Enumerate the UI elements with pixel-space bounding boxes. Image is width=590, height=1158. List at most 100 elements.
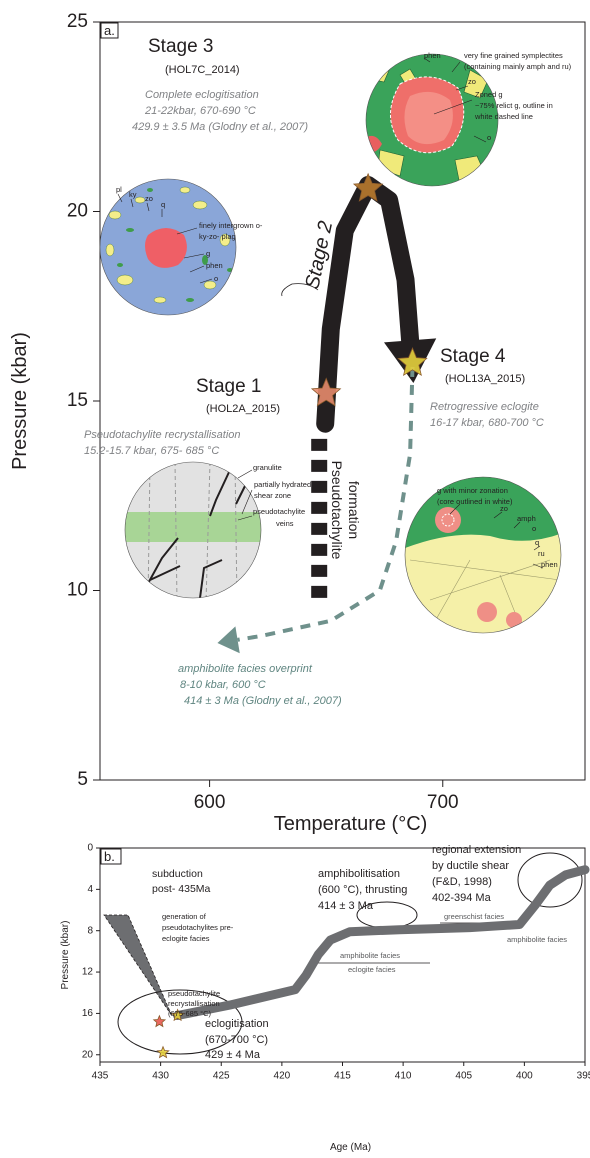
y-tick-label: 12 [82, 967, 94, 978]
x-tick-label: 600 [194, 792, 226, 813]
y-tick-label: 15 [67, 390, 88, 411]
annotation: pseudotachylites pre- [162, 923, 234, 932]
arrowhead [217, 626, 239, 653]
thin-section-stage3-matrix [95, 175, 245, 320]
annotation: (HOL7C_2014) [165, 64, 240, 76]
annotation: o [214, 274, 218, 283]
figure: a. b. 510152025600700Pressure (kbar)Temp… [0, 0, 590, 1158]
x-tick-label: 410 [395, 1071, 412, 1082]
annotation: Complete eclogitisation [145, 89, 259, 101]
annotation: recrystallisation [168, 999, 220, 1008]
annotation: finely intergrown o- [199, 221, 263, 230]
annotation: q [535, 538, 539, 547]
annotation: (HOL13A_2015) [445, 373, 525, 385]
x-tick-label: 435 [92, 1071, 109, 1082]
annotation: (HOL2A_2015) [206, 403, 280, 415]
annotation: o [487, 133, 491, 142]
annotation: zo [145, 194, 153, 203]
annotation: phen [424, 51, 441, 60]
annotation: zo [468, 77, 476, 86]
annotation: 15.2-15.7 kbar, 675- 685 °C [84, 445, 219, 457]
x-axis-label: Age (Ma) [330, 1142, 371, 1153]
annotation: 414 ± 3 Ma [318, 900, 374, 912]
annotation: ~75% relict g, outline in [475, 101, 553, 110]
x-tick-label: 395 [577, 1071, 590, 1082]
annotation: very fine grained symplectites [464, 51, 563, 60]
y-tick-label: 20 [67, 201, 88, 222]
annotation: 21-22kbar, 670-690 °C [144, 105, 256, 117]
y-tick-label: 16 [82, 1008, 94, 1019]
annotation: white dashed line [474, 112, 533, 121]
panel-label: a. [104, 23, 115, 38]
annotation: 414 ± 3 Ma (Glodny et al., 2007) [184, 695, 342, 707]
y-tick-label: 25 [67, 11, 88, 32]
annotation: phen [541, 560, 558, 569]
x-tick-label: 425 [213, 1071, 230, 1082]
y-tick-label: 10 [67, 580, 88, 601]
star-marker [157, 1047, 169, 1058]
annotation: g [206, 249, 210, 258]
star-marker [154, 1016, 165, 1027]
x-tick-label: 420 [274, 1071, 291, 1082]
x-tick-label: 700 [427, 792, 459, 813]
annotation: 429 ± 4 Ma [205, 1049, 261, 1061]
annotation: g with minor zonation [437, 486, 508, 495]
x-tick-label: 405 [455, 1071, 472, 1082]
annotation: Retrogressive eclogite [430, 401, 539, 413]
annotation: shear zone [254, 491, 291, 500]
annotation: ky [129, 190, 137, 199]
annotation: greenschist facies [444, 912, 504, 921]
annotation: formation [346, 481, 362, 539]
panel-label: b. [104, 849, 115, 864]
annotation: Zoned g [475, 90, 503, 99]
annotation: ky-zo- plag [199, 232, 236, 241]
annotation: pseudotachylite [253, 507, 305, 516]
annotation: zo [500, 504, 508, 513]
annotation: (675-685 °C) [168, 1009, 212, 1018]
annotation: Pseudotachylite recrystallisation [84, 429, 241, 441]
annotation: post- 435Ma [152, 883, 211, 895]
y-tick-label: 8 [87, 925, 93, 936]
annotation: amph [517, 514, 536, 523]
annotation: Stage 3 [148, 36, 214, 57]
annotation: (containing mainly amph and ru) [464, 62, 572, 71]
annotation: Stage 4 [440, 346, 506, 367]
x-tick-label: 415 [334, 1071, 351, 1082]
annotation: (F&D, 1998) [432, 876, 492, 888]
annotation: pl [116, 185, 122, 194]
y-tick-label: 20 [82, 1049, 94, 1060]
annotation: eclogite facies [162, 934, 210, 943]
annotation: q [161, 200, 165, 209]
annotation: 16-17 kbar, 680-700 °C [430, 417, 544, 429]
annotation: Stage 1 [196, 376, 262, 397]
annotation: o [532, 524, 536, 533]
annotation: amphibolite facies [507, 935, 567, 944]
annotation: regional extension [432, 844, 521, 856]
annotation: subduction [152, 868, 203, 880]
annotation: (600 °C), thrusting [318, 884, 407, 896]
annotation: pseudotachylite [168, 989, 220, 998]
annotation: veins [276, 519, 294, 528]
y-tick-label: 0 [87, 843, 93, 854]
annotation: phen [206, 261, 223, 270]
annotation: amphibolitisation [318, 868, 400, 880]
annotation: (670-700 °C) [205, 1034, 268, 1046]
series-line [325, 185, 410, 424]
annotation: Pseudotachylite [329, 461, 345, 560]
annotation: ru [538, 549, 545, 558]
x-axis-label: Temperature (°C) [274, 813, 428, 835]
annotation: amphibolite facies [340, 951, 400, 960]
annotation: 8-10 kbar, 600 °C [180, 679, 266, 691]
annotation: by ductile shear [432, 860, 509, 872]
x-tick-label: 430 [152, 1071, 169, 1082]
thin-section-stage1 [120, 460, 270, 602]
x-tick-label: 400 [516, 1071, 533, 1082]
annotation: amphibolite facies overprint [178, 663, 313, 675]
annotation: 402-394 Ma [432, 892, 492, 904]
y-tick-label: 4 [87, 884, 93, 895]
annotation: 429.9 ± 3.5 Ma (Glodny et al., 2007) [132, 121, 308, 133]
y-axis-label: Pressure (kbar) [60, 921, 71, 990]
y-axis-label: Pressure (kbar) [9, 332, 31, 470]
annotation: eclogitisation [205, 1018, 269, 1030]
annotation: eclogite facies [348, 965, 396, 974]
